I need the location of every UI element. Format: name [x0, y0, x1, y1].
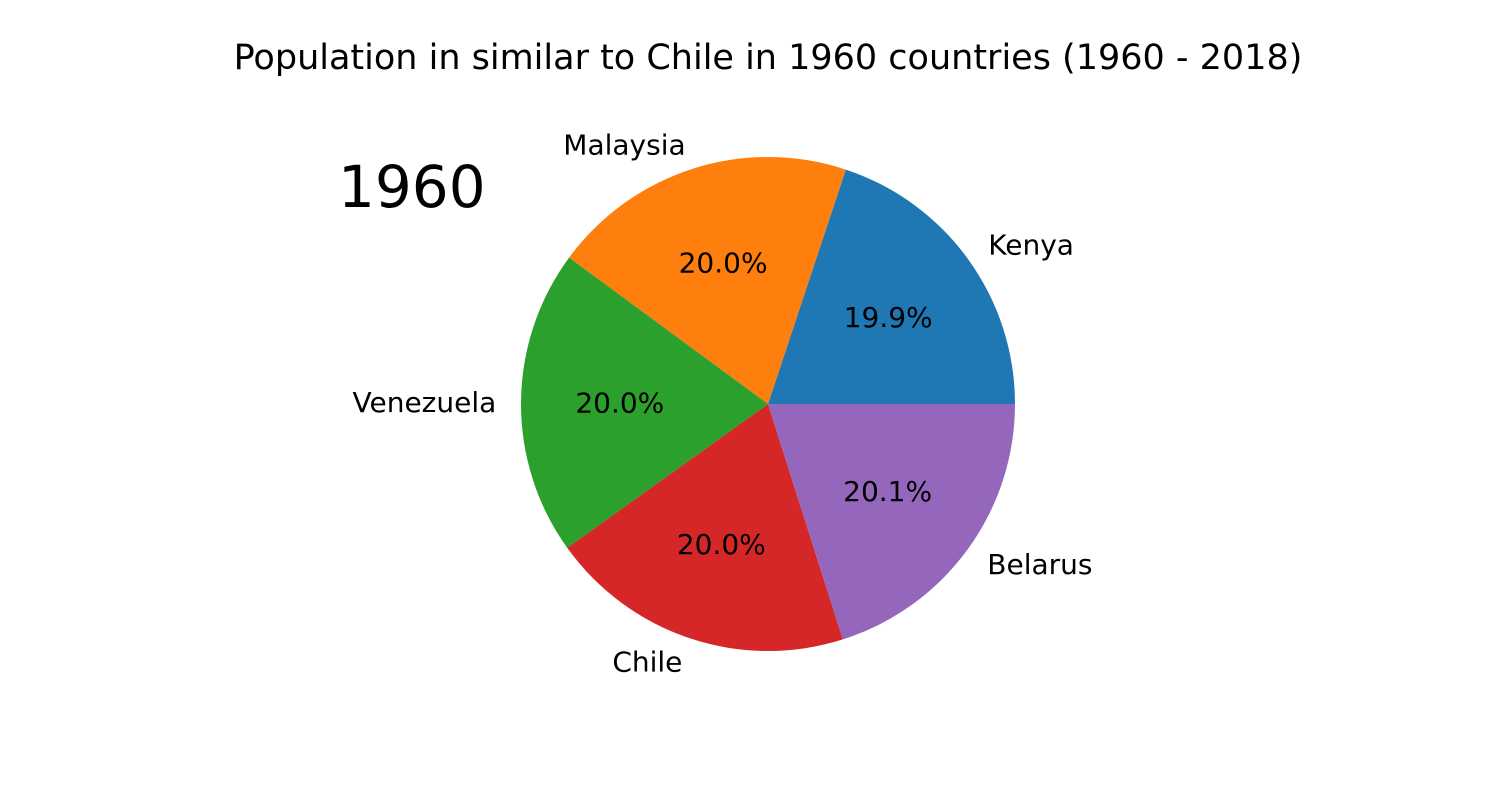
pie-slice-chile — [567, 404, 843, 651]
slice-label-chile: Chile — [612, 645, 682, 678]
slice-label-malaysia: Malaysia — [563, 129, 685, 162]
year-annotation: 1960 — [338, 153, 486, 221]
slice-label-venezuela: Venezuela — [353, 386, 497, 419]
pie-slice-kenya — [768, 169, 1015, 404]
slice-pct-venezuela: 20.0% — [575, 387, 664, 420]
chart-title: Population in similar to Chile in 1960 c… — [234, 38, 1303, 78]
slice-pct-belarus: 20.1% — [843, 475, 932, 508]
pie-slice-belarus — [768, 404, 1015, 640]
pie-slices — [520, 156, 1015, 651]
slice-pct-malaysia: 20.0% — [679, 246, 768, 279]
pie-slice-venezuela — [520, 257, 768, 548]
pie-slice-malaysia — [569, 156, 846, 404]
pie-labels: Kenya 19.9% Malaysia 20.0% Venezuela 20.0% Chi… — [353, 129, 1093, 679]
slice-pct-kenya: 19.9% — [844, 301, 933, 334]
slice-label-belarus: Belarus — [987, 548, 1092, 581]
slice-label-kenya: Kenya — [988, 228, 1074, 261]
slice-pct-chile: 20.0% — [677, 528, 766, 561]
